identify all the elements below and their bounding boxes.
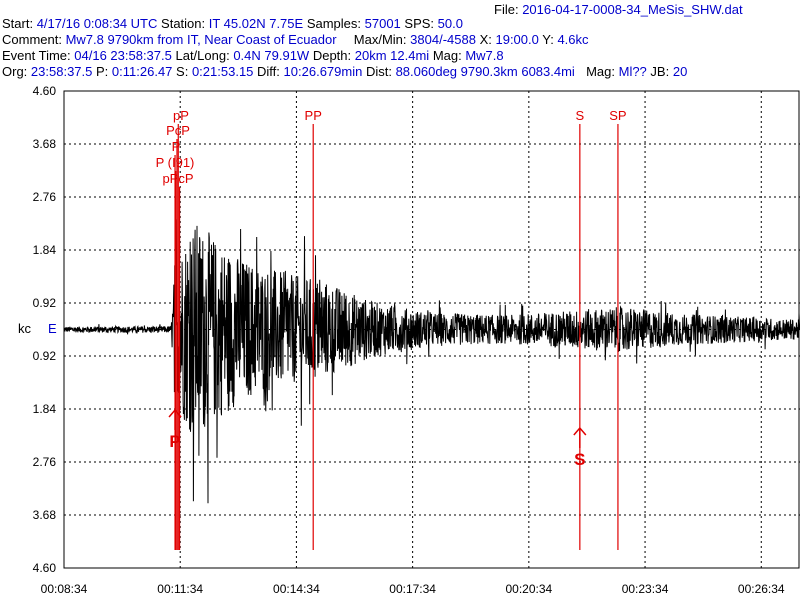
- samples-value: 57001: [364, 16, 401, 31]
- y-tick-label: 1.84: [33, 243, 57, 257]
- mag-value: Mw7.8: [465, 48, 504, 63]
- y-tick-label: 0.92: [33, 296, 57, 310]
- sps-value: 50.0: [437, 16, 463, 31]
- y-tick-labels: 4.60 3.68 2.76 1.84 0.92 0.92 1.84 2.76 3.68 4.60: [33, 84, 57, 575]
- y-tick-label: 4.60: [33, 84, 57, 98]
- pick-label: P: [169, 432, 180, 451]
- origin-line: Org: 23:58:37.5 P: 0:11:26.47 S: 0:21:53…: [2, 64, 687, 80]
- comment-line: Comment: Mw7.8 9790km from IT, Near Coas…: [2, 32, 589, 48]
- x-tick-label: 00:17:34: [389, 582, 436, 596]
- diff-value: 10:26.679min: [283, 64, 363, 79]
- comment-label: Comment:: [2, 32, 62, 47]
- x-tick-label: 00:23:34: [622, 582, 669, 596]
- s-value: 0:21:53.15: [191, 64, 254, 79]
- event-value: 04/16 23:58:37.5: [74, 48, 172, 63]
- y-tick-label: 3.68: [33, 137, 57, 151]
- event-label: Event Time:: [2, 48, 71, 63]
- station-label: Station:: [161, 16, 206, 31]
- sps-label: SPS:: [404, 16, 435, 31]
- p-label: P:: [96, 64, 109, 79]
- waveform-trace: [63, 219, 800, 504]
- x-tick-label: 00:26:34: [738, 582, 785, 596]
- y-label: Y:: [542, 32, 554, 47]
- pick-arrow-head: [573, 426, 587, 436]
- pick-label: S: [574, 450, 585, 469]
- phase-label: PcP: [166, 123, 190, 138]
- start-label: Start:: [2, 16, 34, 31]
- jb-label: JB:: [650, 64, 670, 79]
- org-value: 23:58:37.5: [30, 64, 93, 79]
- samples-label: Samples:: [306, 16, 362, 31]
- phase-label: pPcP: [162, 171, 193, 186]
- unit-label: kc: [18, 321, 32, 336]
- y-tick-label: 1.84: [33, 402, 57, 416]
- file-name: 2016-04-17-0008-34_MeSis_SHW.dat: [522, 2, 743, 17]
- file-line: File: 2016-04-17-0008-34_MeSis_SHW.dat: [494, 2, 743, 18]
- y-tick-label: 3.68: [33, 508, 57, 522]
- phase-label: SP: [609, 108, 626, 123]
- phase-label: P: [172, 139, 181, 154]
- mag-label: Mag:: [432, 48, 462, 63]
- pick-arrow-head: [168, 408, 182, 418]
- jb-value: 20: [672, 64, 688, 79]
- comment-value: Mw7.8 9790km from IT, Near Coast of Ecua…: [65, 32, 337, 47]
- x-tick-label: 00:14:34: [273, 582, 320, 596]
- y-tick-label: 4.60: [33, 561, 57, 575]
- y-tick-label: 0.92: [33, 349, 57, 363]
- depth-value: 20km 12.4mi: [354, 48, 430, 63]
- x-tick-label: 00:11:34: [157, 582, 203, 596]
- component-label: E: [48, 321, 57, 336]
- dist-value: 88.060deg 9790.3km 6083.4mi: [395, 64, 575, 79]
- maxmin-label: Max/Min:: [353, 32, 407, 47]
- phase-label: P (I91): [156, 155, 195, 170]
- y-tick-label: 2.76: [33, 190, 57, 204]
- y-value: 4.6kc: [557, 32, 589, 47]
- phase-label: pP: [173, 108, 189, 123]
- latlong-value: 0.4N 79.91W: [233, 48, 310, 63]
- station-value: IT 45.02N 7.75E: [208, 16, 304, 31]
- s-label: S:: [176, 64, 189, 79]
- org-label: Org:: [2, 64, 28, 79]
- phase-label: S: [576, 108, 585, 123]
- mag2-label: Mag:: [586, 64, 615, 79]
- waveform-line: [63, 219, 800, 504]
- latlong-label: Lat/Long:: [175, 48, 230, 63]
- start-value: 4/17/16 0:08:34 UTC: [36, 16, 158, 31]
- maxmin-value: 3804/-4588: [410, 32, 476, 47]
- phase-label: PP: [305, 108, 322, 123]
- mag2-value: Ml??: [618, 64, 647, 79]
- y-tick-label: 2.76: [33, 455, 57, 469]
- x-label: X:: [479, 32, 492, 47]
- pick-arrows: PS: [168, 408, 587, 469]
- p-value: 0:11:26.47: [111, 64, 173, 79]
- diff-label: Diff:: [257, 64, 280, 79]
- file-label: File:: [494, 2, 519, 17]
- x-tick-label: 00:08:34: [41, 582, 88, 596]
- dist-label: Dist:: [365, 64, 392, 79]
- x-tick-label: 00:20:34: [505, 582, 552, 596]
- depth-label: Depth:: [312, 48, 352, 63]
- x-value: 19:00.0: [495, 32, 539, 47]
- event-line: Event Time: 04/16 23:58:37.5 Lat/Long: 0…: [2, 48, 504, 64]
- x-tick-labels: 00:08:34 00:11:34 00:14:34 00:17:34 00:20:34…: [41, 582, 785, 596]
- start-line: Start: 4/17/16 0:08:34 UTC Station: IT 4…: [2, 16, 463, 32]
